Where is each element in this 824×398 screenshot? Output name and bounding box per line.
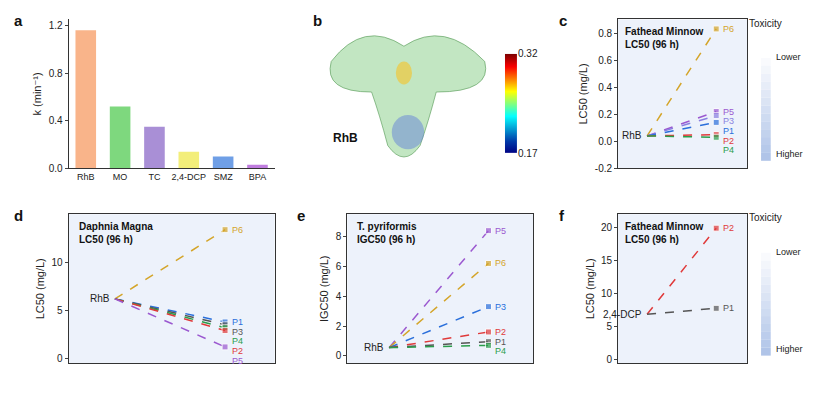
svg-text:IGC50 (mg/L): IGC50 (mg/L) <box>318 255 330 322</box>
svg-text:Higher: Higher <box>776 344 803 354</box>
svg-text:Lower: Lower <box>776 52 801 62</box>
svg-text:P6: P6 <box>495 258 506 268</box>
svg-text:0.0: 0.0 <box>49 163 63 174</box>
svg-text:SMZ: SMZ <box>214 172 234 182</box>
svg-text:8: 8 <box>336 231 342 242</box>
svg-text:5: 5 <box>606 321 612 332</box>
svg-text:P3: P3 <box>723 116 734 126</box>
svg-text:Lower: Lower <box>776 247 801 257</box>
svg-text:0.17: 0.17 <box>518 148 538 159</box>
svg-text:0: 0 <box>57 353 63 364</box>
svg-text:0.2: 0.2 <box>598 109 612 120</box>
svg-text:0: 0 <box>336 350 342 361</box>
svg-text:20: 20 <box>601 222 613 233</box>
svg-text:4: 4 <box>336 291 342 302</box>
svg-text:P3: P3 <box>495 302 506 312</box>
svg-text:BPA: BPA <box>249 172 266 182</box>
svg-text:P6: P6 <box>232 225 243 235</box>
svg-text:P5: P5 <box>495 226 506 236</box>
svg-text:P1: P1 <box>723 303 734 313</box>
svg-text:0: 0 <box>606 354 612 365</box>
svg-text:LC50 (mg/L): LC50 (mg/L) <box>584 258 596 319</box>
svg-text:P4: P4 <box>723 145 734 155</box>
svg-text:P1: P1 <box>723 126 734 136</box>
svg-text:Fathead MinnowLC50 (96 h): Fathead MinnowLC50 (96 h) <box>625 26 704 50</box>
svg-text:TC: TC <box>148 172 160 182</box>
svg-text:P2: P2 <box>495 327 506 337</box>
svg-text:b: b <box>313 12 322 29</box>
svg-text:0.6: 0.6 <box>598 55 612 66</box>
svg-text:15: 15 <box>601 255 613 266</box>
svg-text:P6: P6 <box>723 24 734 34</box>
svg-text:P2: P2 <box>232 346 243 356</box>
svg-text:P5: P5 <box>723 107 734 117</box>
svg-text:10: 10 <box>601 288 613 299</box>
svg-text:1.2: 1.2 <box>49 20 63 31</box>
svg-text:5: 5 <box>57 305 63 316</box>
svg-text:Toxicity: Toxicity <box>749 212 782 223</box>
svg-text:P3: P3 <box>232 327 243 337</box>
svg-text:P4: P4 <box>495 346 506 356</box>
svg-text:k (min⁻¹): k (min⁻¹) <box>31 72 43 115</box>
svg-text:Higher: Higher <box>776 149 803 159</box>
svg-text:P2: P2 <box>723 223 734 233</box>
svg-text:P1: P1 <box>232 317 243 327</box>
svg-text:d: d <box>14 207 23 224</box>
svg-text:0.32: 0.32 <box>518 48 538 59</box>
svg-text:0.8: 0.8 <box>598 28 612 39</box>
svg-text:f: f <box>559 207 565 224</box>
svg-text:6: 6 <box>336 261 342 272</box>
svg-text:T. pyriformisIGC50 (96 h): T. pyriformisIGC50 (96 h) <box>357 221 417 245</box>
svg-text:0.0: 0.0 <box>598 136 612 147</box>
svg-text:RhB: RhB <box>333 131 358 145</box>
svg-text:10: 10 <box>51 257 63 268</box>
svg-text:RhB: RhB <box>364 342 384 353</box>
svg-text:0.4: 0.4 <box>598 82 612 93</box>
svg-text:0.4: 0.4 <box>49 115 63 126</box>
svg-text:MO: MO <box>113 172 128 182</box>
svg-text:RhB: RhB <box>622 130 642 141</box>
svg-text:2,4-DCP: 2,4-DCP <box>603 309 642 320</box>
svg-text:RhB: RhB <box>90 293 110 304</box>
svg-text:LC50 (mg/L): LC50 (mg/L) <box>577 63 589 124</box>
svg-text:P1: P1 <box>495 337 506 347</box>
svg-text:LC50 (mg/L): LC50 (mg/L) <box>34 258 46 319</box>
svg-text:-0.2: -0.2 <box>595 163 613 174</box>
svg-text:2: 2 <box>336 321 342 332</box>
svg-text:c: c <box>559 12 567 29</box>
svg-text:2,4-DCP: 2,4-DCP <box>172 172 207 182</box>
svg-text:P4: P4 <box>232 336 243 346</box>
svg-text:P2: P2 <box>723 136 734 146</box>
svg-text:P5: P5 <box>232 356 243 366</box>
svg-text:Toxicity: Toxicity <box>749 18 782 29</box>
svg-text:e: e <box>297 207 305 224</box>
svg-text:a: a <box>14 12 23 29</box>
svg-text:RhB: RhB <box>77 172 95 182</box>
svg-text:0.8: 0.8 <box>49 68 63 79</box>
svg-text:Daphnia MagnaLC50 (96 h): Daphnia MagnaLC50 (96 h) <box>79 221 153 245</box>
svg-text:Fathead MinnowLC50 (96 h): Fathead MinnowLC50 (96 h) <box>625 221 704 245</box>
